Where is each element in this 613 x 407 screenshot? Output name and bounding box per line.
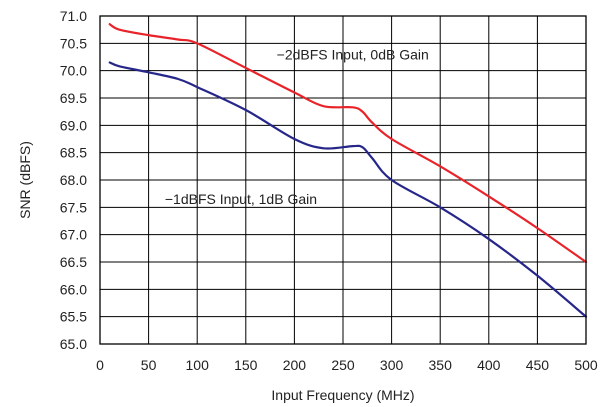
x-tick-label: 500 — [574, 357, 598, 373]
x-tick-label: 350 — [429, 357, 453, 373]
y-tick-label: 67.5 — [60, 199, 87, 215]
x-axis-title: Input Frequency (MHz) — [271, 387, 414, 403]
y-tick-label: 66.5 — [60, 254, 87, 270]
y-tick-label: 69.5 — [60, 90, 87, 106]
series-annotation: −1dBFS Input, 1dB Gain — [165, 191, 317, 207]
y-tick-label: 65.5 — [60, 309, 87, 325]
x-tick-label: 450 — [526, 357, 550, 373]
series-annotation: −2dBFS Input, 0dB Gain — [277, 46, 429, 62]
x-tick-label: 200 — [283, 357, 307, 373]
y-tick-label: 65.0 — [60, 336, 87, 352]
y-tick-label: 69.0 — [60, 117, 87, 133]
y-tick-label: 70.0 — [60, 63, 87, 79]
x-tick-label: 50 — [141, 357, 157, 373]
grid-layer — [100, 16, 586, 344]
x-tick-label: 100 — [186, 357, 210, 373]
series-line-1 — [108, 61, 588, 318]
y-tick-label: 70.5 — [60, 35, 87, 51]
x-tick-label: 0 — [96, 357, 104, 373]
y-tick-label: 68.0 — [60, 172, 87, 188]
y-tick-label: 67.0 — [60, 227, 87, 243]
series-layer — [108, 23, 588, 318]
x-tick-label: 400 — [477, 357, 501, 373]
x-tick-label: 150 — [234, 357, 258, 373]
annotation-layer: −2dBFS Input, 0dB Gain −1dBFS Input, 1dB … — [165, 46, 429, 207]
plot-frame — [99, 15, 587, 345]
y-axis-title: SNR (dBFS) — [17, 141, 33, 219]
x-tick-label: 250 — [331, 357, 355, 373]
series-line-0 — [108, 23, 588, 264]
y-tick-label: 66.0 — [60, 281, 87, 297]
tick-layer: 0 50 100 150 200 250 300 350 400 450 500 71.0 70.5 70… — [60, 8, 598, 373]
x-tick-label: 300 — [380, 357, 404, 373]
y-tick-label: 68.5 — [60, 145, 87, 161]
y-tick-label: 71.0 — [60, 8, 87, 24]
